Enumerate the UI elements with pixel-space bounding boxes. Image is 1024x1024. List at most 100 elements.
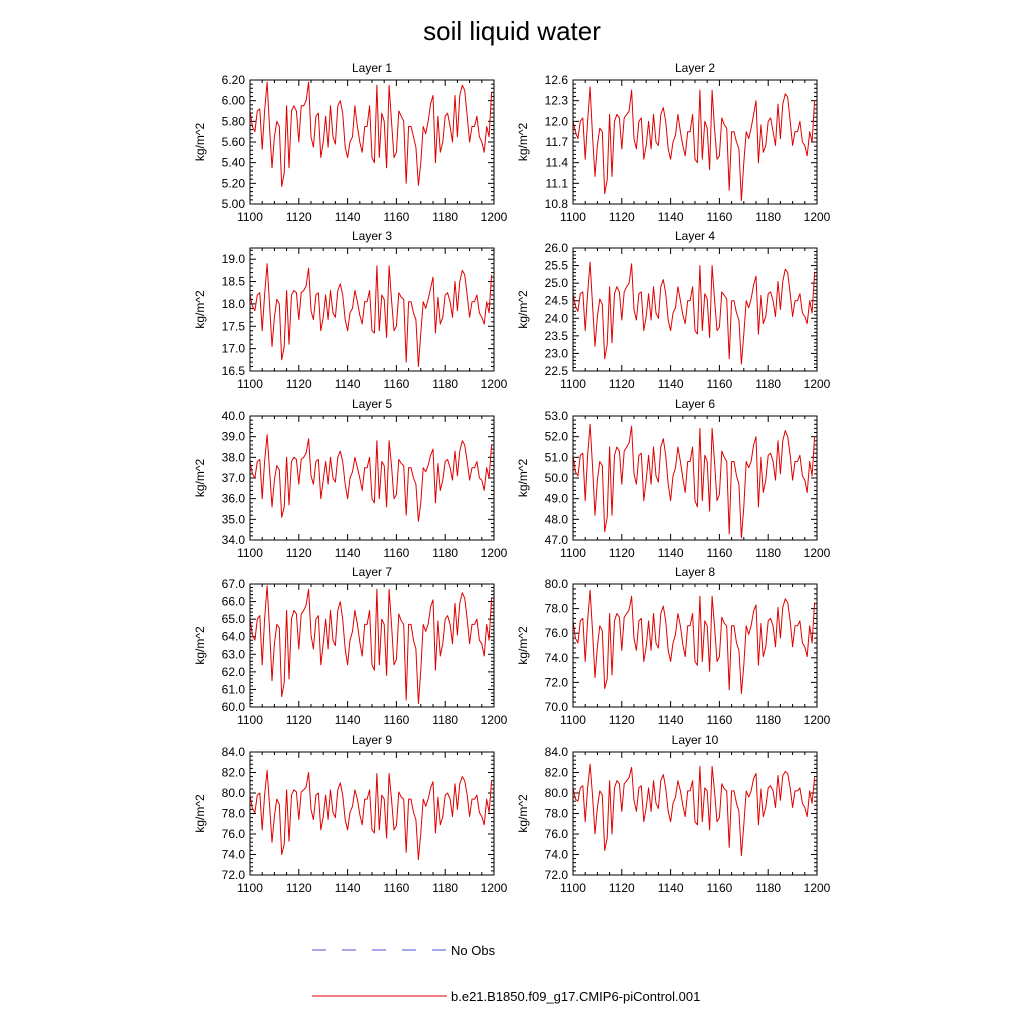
layer-8-ytick-label: 80.0	[545, 577, 569, 591]
layer-3-ytick-label: 18.0	[222, 297, 246, 311]
layer-1-xtick-label: 1200	[481, 210, 508, 224]
layer-10-series-line	[572, 763, 816, 856]
layer-2-ylabel: kg/m^2	[516, 123, 530, 162]
layer-1-title: Layer 1	[352, 61, 392, 75]
layer-4-xtick-label: 1140	[658, 377, 684, 391]
layer-9-ytick-label: 72.0	[222, 868, 246, 882]
layer-8-series-line	[572, 589, 816, 694]
layer-8-title: Layer 8	[675, 565, 715, 579]
layer-2-ytick-label: 11.4	[546, 156, 569, 170]
layer-2-title: Layer 2	[675, 61, 715, 75]
layer-10-xtick-label: 1140	[658, 881, 684, 895]
layer-2-ytick-label: 12.0	[545, 114, 569, 128]
layer-4-ytick-label: 26.0	[545, 241, 569, 255]
layer-3-title: Layer 3	[352, 229, 392, 243]
layer-4-xtick-label: 1120	[609, 377, 635, 391]
layer-10-xtick-label: 1120	[609, 881, 635, 895]
layer-9-xtick-label: 1120	[286, 881, 312, 895]
layer-3-ytick-label: 18.5	[222, 275, 246, 289]
layer-6-xtick-label: 1100	[560, 546, 586, 560]
layer-1-frame	[249, 79, 495, 205]
layer-8-ylabel: kg/m^2	[516, 626, 530, 665]
layer-7-xtick-label: 1120	[286, 713, 312, 727]
layer-3-xtick-label: 1140	[335, 377, 361, 391]
layer-3-xtick-label: 1100	[237, 377, 263, 391]
layer-10-ytick-label: 80.0	[545, 786, 569, 800]
layer-1-xtick-label: 1140	[335, 210, 361, 224]
layer-7-ytick-label: 66.0	[222, 595, 246, 609]
layer-2-frame	[572, 79, 818, 205]
legend-label-no-obs: No Obs	[451, 943, 496, 958]
layer-6-panel: Layer 6 kg/m^2 1100 1120 1140 1160 1180 1200 47.…	[516, 397, 831, 560]
layer-4-xtick-label: 1100	[560, 377, 586, 391]
layer-4-xtick-label: 1180	[755, 377, 781, 391]
layer-8-ytick-label: 74.0	[545, 651, 569, 665]
layer-4-ytick-label: 25.5	[545, 259, 569, 273]
layer-6-ytick-label: 51.0	[545, 450, 569, 464]
layer-7-title: Layer 7	[352, 565, 392, 579]
layer-6-xtick-label: 1160	[706, 546, 732, 560]
layer-5-ytick-label: 35.0	[222, 512, 246, 526]
layer-9-ytick-label: 84.0	[222, 745, 246, 759]
layer-6-xtick-label: 1200	[804, 546, 831, 560]
layer-8-xtick-label: 1160	[706, 713, 732, 727]
layer-6-ylabel: kg/m^2	[516, 459, 530, 498]
layer-9-xtick-label: 1180	[432, 881, 458, 895]
layer-2-xtick-label: 1100	[560, 210, 586, 224]
layer-4-title: Layer 4	[675, 229, 715, 243]
legend-item-model: b.e21.B1850.f09_g17.CMIP6-piControl.001	[312, 989, 700, 1004]
layer-6-ytick-label: 49.0	[545, 492, 569, 506]
layer-8-ytick-label: 78.0	[545, 602, 569, 616]
layer-10-ytick-label: 84.0	[545, 745, 569, 759]
layer-3-frame	[249, 247, 495, 372]
layer-3-series-line	[249, 263, 493, 367]
layer-10-xtick-label: 1180	[755, 881, 781, 895]
layer-1-panel: Layer 1 kg/m^2 1100 1120 1140 1160 1180 1200 5.0…	[193, 61, 508, 224]
layer-7-ytick-label: 65.0	[222, 612, 246, 626]
layer-4-ytick-label: 24.5	[545, 294, 569, 308]
layer-4-xtick-label: 1200	[804, 377, 831, 391]
layer-7-xtick-label: 1100	[237, 713, 263, 727]
layer-8-xtick-label: 1140	[658, 713, 684, 727]
layer-4-ytick-label: 23.5	[545, 329, 569, 343]
layer-2-panel: Layer 2 kg/m^2 1100 1120 1140 1160 1180 1200 10.…	[516, 61, 831, 224]
layer-1-ytick-label: 5.60	[222, 135, 246, 149]
layer-2-xtick-label: 1160	[706, 210, 732, 224]
layer-1-ytick-label: 5.20	[222, 176, 246, 190]
layer-3-ytick-label: 17.0	[222, 342, 246, 356]
layer-9-ylabel: kg/m^2	[193, 794, 207, 833]
layer-7-frame	[249, 583, 495, 708]
layer-10-panel: Layer 10 kg/m^2 1100 1120 1140 1160 1180 1200 72…	[516, 733, 831, 895]
layer-3-xtick-label: 1160	[383, 377, 409, 391]
layer-10-xtick-label: 1160	[706, 881, 732, 895]
figure-title: soil liquid water	[423, 16, 601, 46]
layer-4-ytick-label: 22.5	[545, 364, 569, 378]
layer-7-panel: Layer 7 kg/m^2 1100 1120 1140 1160 1180 1200 60.…	[193, 565, 508, 727]
layer-4-ytick-label: 23.0	[545, 346, 569, 360]
layer-9-title: Layer 9	[352, 733, 392, 747]
layer-4-ytick-label: 24.0	[545, 311, 569, 325]
layer-2-ytick-label: 11.1	[546, 176, 569, 190]
layer-8-xtick-label: 1200	[804, 713, 831, 727]
layer-4-frame	[572, 247, 818, 372]
layer-4-panel: Layer 4 kg/m^2 1100 1120 1140 1160 1180 1200 22.…	[516, 229, 831, 391]
layer-2-xtick-label: 1200	[804, 210, 831, 224]
layer-9-xtick-label: 1160	[383, 881, 409, 895]
layer-6-ytick-label: 50.0	[545, 471, 569, 485]
layer-3-xtick-label: 1200	[481, 377, 508, 391]
layer-10-ytick-label: 72.0	[545, 868, 569, 882]
legend: No Obs b.e21.B1850.f09_g17.CMIP6-piContr…	[312, 943, 700, 1004]
layer-7-xtick-label: 1200	[481, 713, 508, 727]
layer-10-frame	[572, 751, 818, 876]
layer-1-xtick-label: 1120	[286, 210, 312, 224]
layer-10-ytick-label: 78.0	[545, 807, 569, 821]
layer-2-ytick-label: 12.3	[545, 94, 569, 108]
layer-7-ytick-label: 60.0	[222, 700, 246, 714]
layer-5-ytick-label: 37.0	[222, 471, 246, 485]
layer-2-ytick-label: 10.8	[545, 197, 569, 211]
layer-2-ytick-label: 12.6	[545, 73, 569, 87]
layer-3-xtick-label: 1180	[432, 377, 458, 391]
layer-5-ytick-label: 34.0	[222, 533, 246, 547]
layer-10-xtick-label: 1200	[804, 881, 831, 895]
layer-5-ytick-label: 40.0	[222, 409, 246, 423]
